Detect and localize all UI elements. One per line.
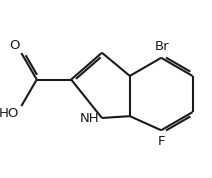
Text: Br: Br <box>155 40 170 53</box>
Text: HO: HO <box>0 107 19 120</box>
Text: NH: NH <box>79 112 99 125</box>
Text: F: F <box>158 135 165 148</box>
Text: O: O <box>9 39 19 52</box>
